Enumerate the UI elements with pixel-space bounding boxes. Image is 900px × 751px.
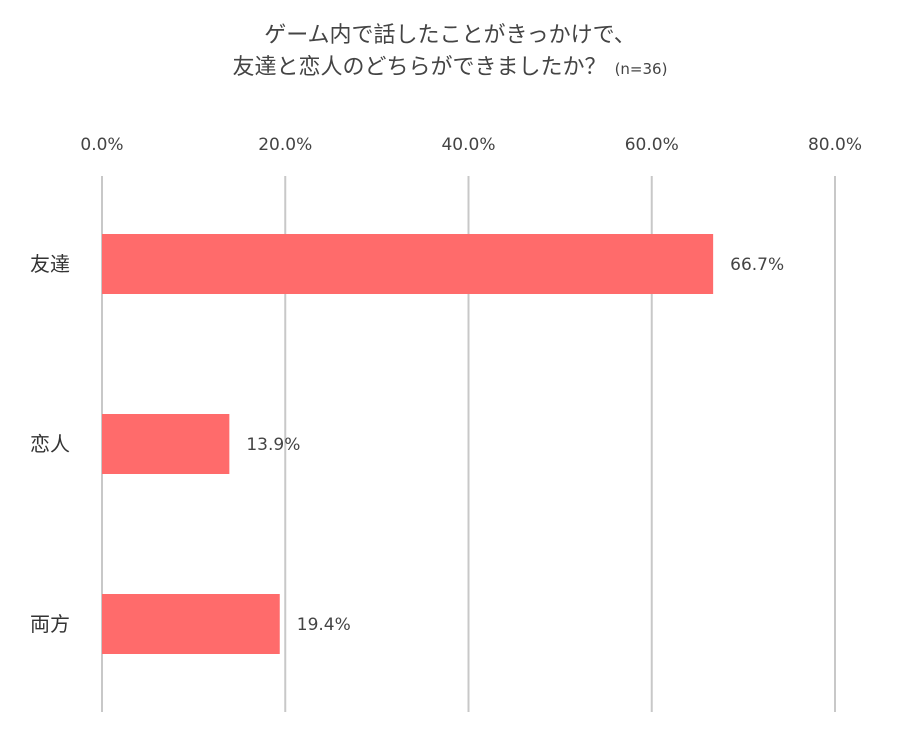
chart-title: ゲーム内で話したことがきっかけで、 友達と恋人のどちらができましたか？ (n=36… [0,20,900,85]
bars [102,234,714,654]
value-label-1: 13.9% [246,435,300,455]
category-label-0: 友達 [30,252,70,276]
chart-title-line1: ゲーム内で話したことがきっかけで、 [264,23,636,48]
x-tick-label-0: 0.0% [80,135,123,155]
value-labels: 66.7% 13.9% 19.4% [246,255,784,635]
sample-size-note: (n=36) [614,60,668,78]
x-tick-label-3: 60.0% [625,135,679,155]
bar-1 [102,414,230,474]
x-tick-label-1: 20.0% [258,135,312,155]
bar-2 [102,594,280,654]
x-axis-ticks: 0.0% 20.0% 40.0% 60.0% 80.0% [80,135,862,155]
bar-0 [102,234,714,294]
chart-title-line2: 友達と恋人のどちらができましたか？ [232,55,607,80]
category-label-2: 両方 [30,612,70,636]
value-label-0: 66.7% [730,255,784,275]
value-label-2: 19.4% [297,615,351,635]
x-tick-label-2: 40.0% [441,135,495,155]
x-tick-label-4: 80.0% [808,135,862,155]
category-label-1: 恋人 [30,432,70,456]
chart-title-line2-wrap: 友達と恋人のどちらができましたか？ (n=36) [0,52,900,85]
